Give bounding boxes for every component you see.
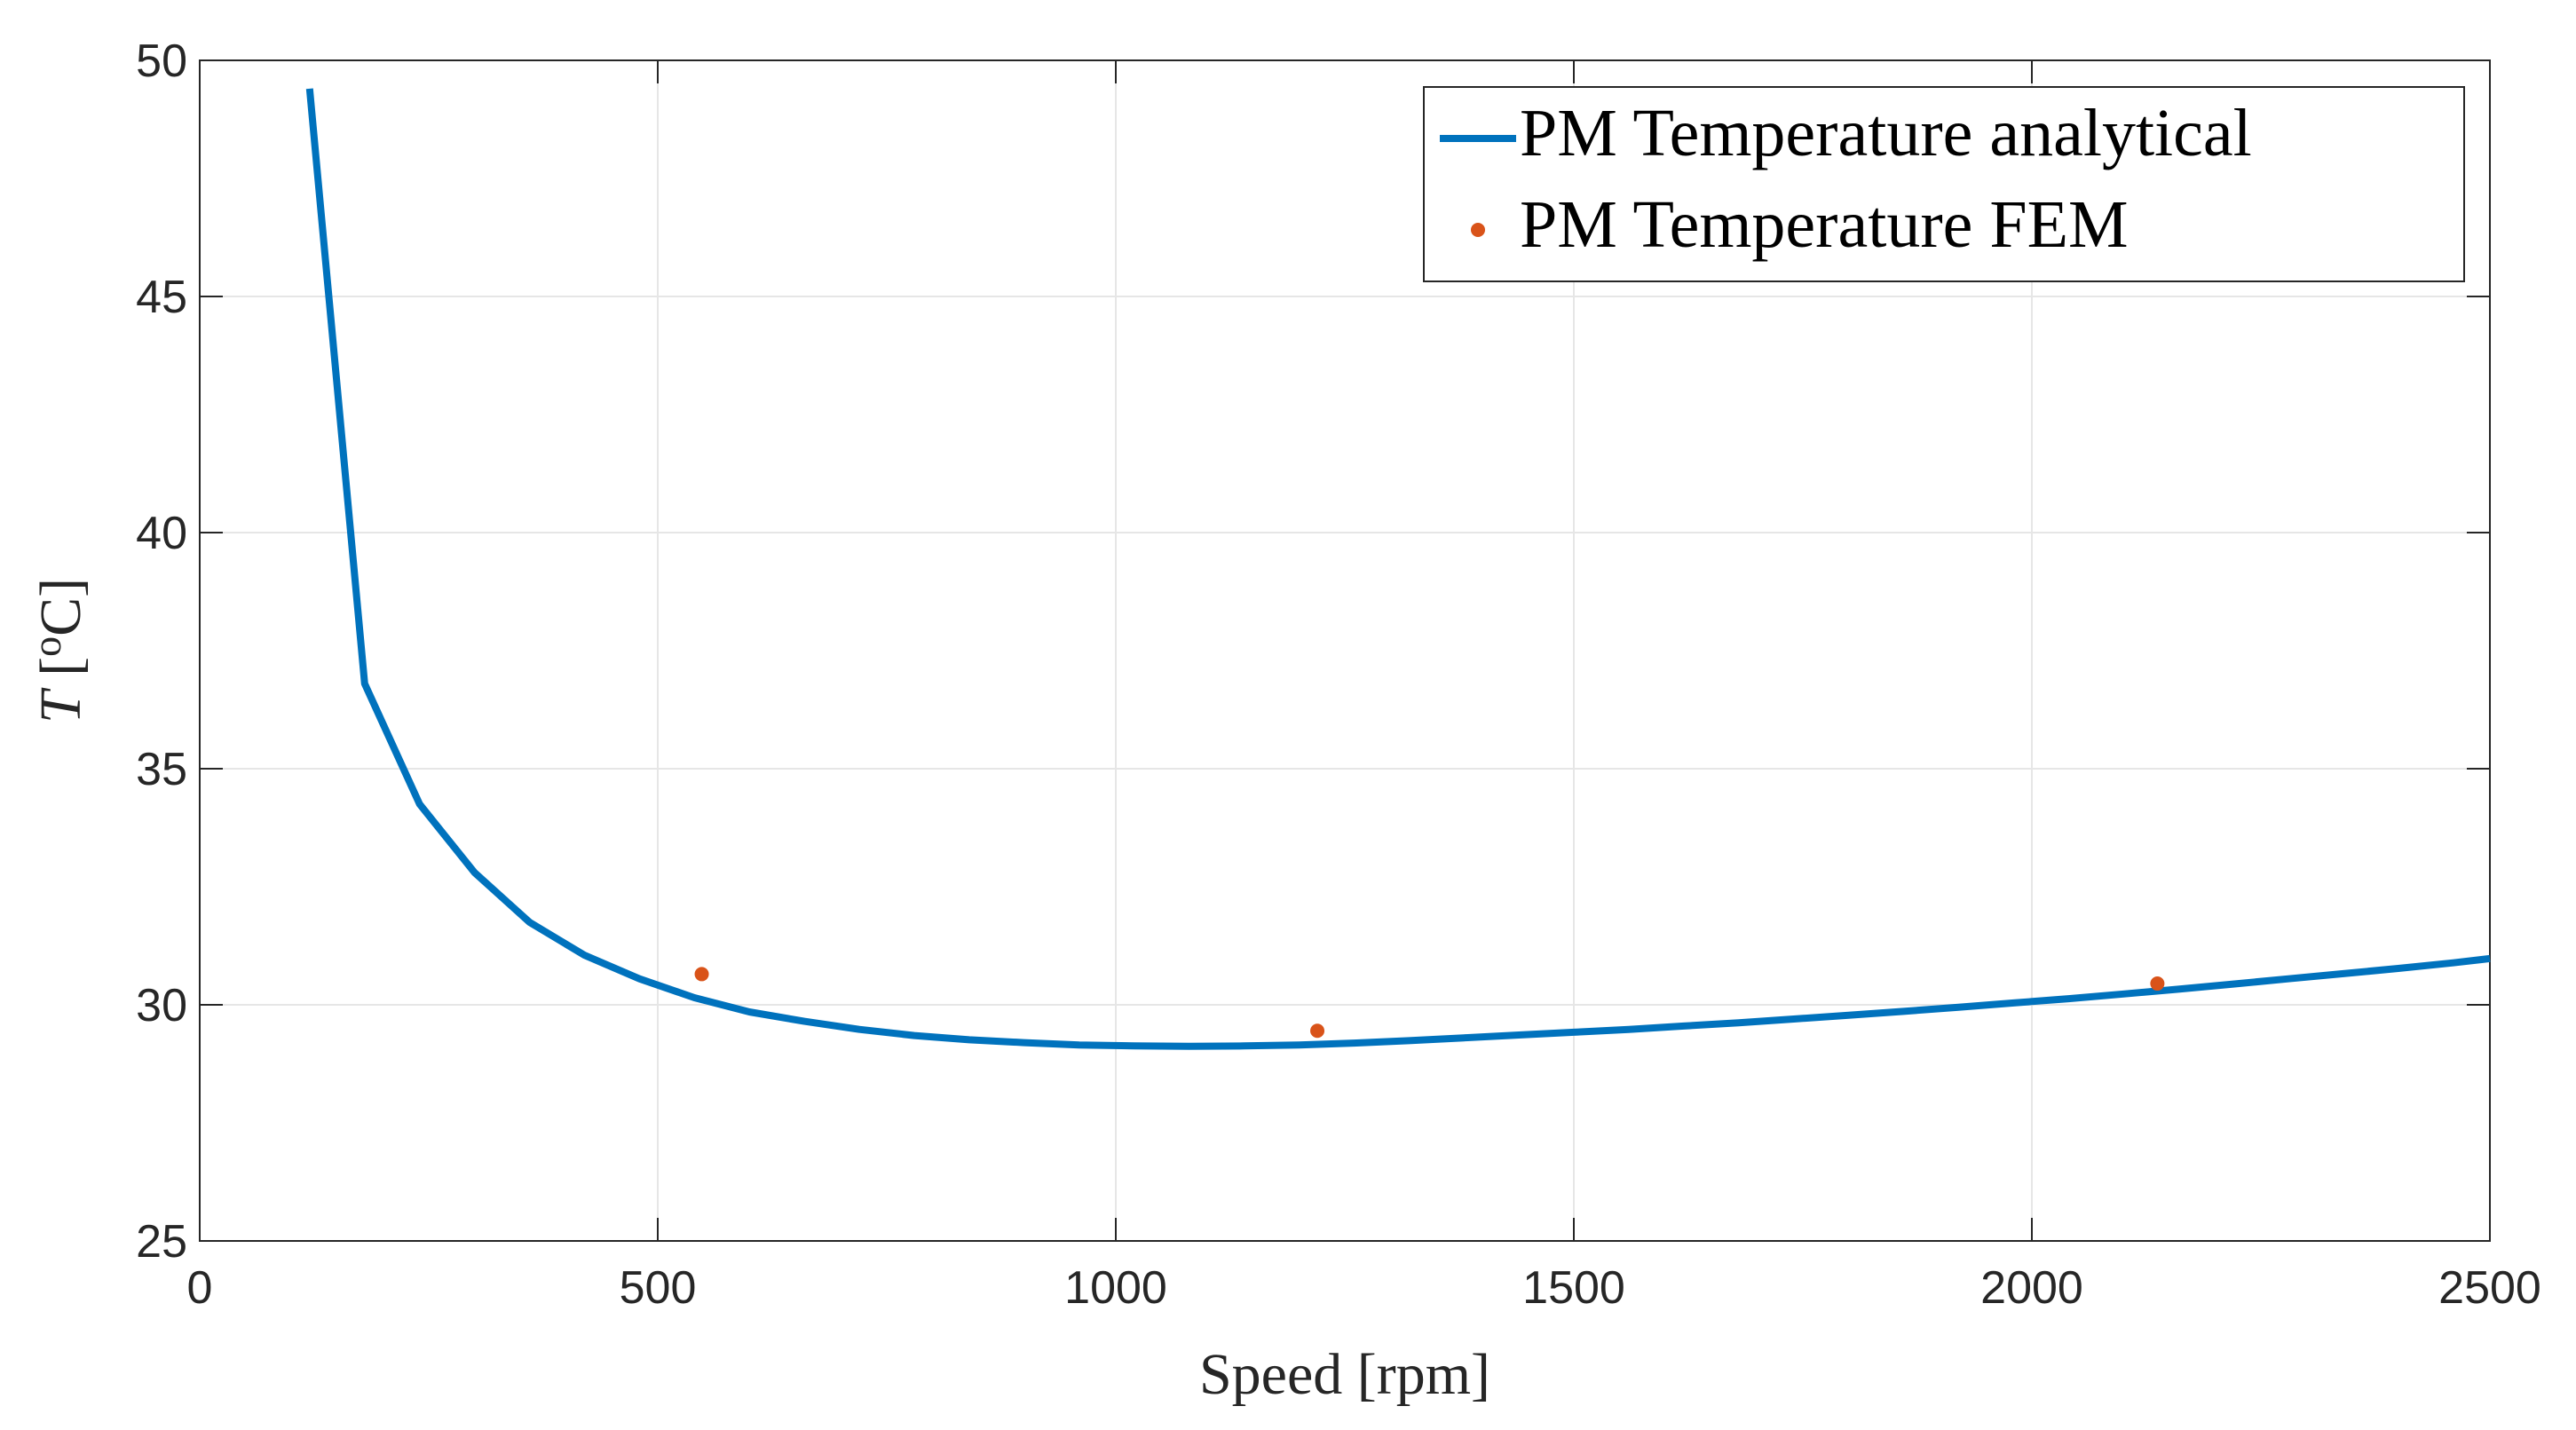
y-tick-label: 45: [136, 272, 187, 323]
x-tick-label: 0: [187, 1262, 213, 1314]
legend-label-analytical: PM Temperature analytical: [1520, 96, 2252, 170]
y-axis-label-symbol: T: [28, 687, 93, 723]
y-tick-label: 50: [136, 36, 187, 87]
y-tick-label: 25: [136, 1216, 187, 1268]
x-tick-label: 2000: [1980, 1262, 2083, 1314]
y-axis-label-open: [: [28, 657, 93, 691]
legend-dot-marker: [1471, 223, 1485, 237]
plot-frame: [199, 59, 2491, 1242]
x-tick-labels: 0 500 1000 1500 2000 2500: [187, 1262, 2541, 1314]
ticks: [199, 59, 2491, 1242]
series-layer: [305, 88, 2491, 1050]
legend-label-fem: PM Temperature FEM: [1520, 187, 2129, 262]
y-tick-label: 35: [136, 744, 187, 795]
y-tick-label: 40: [136, 508, 187, 559]
y-axis-label: T [oC]: [24, 578, 93, 723]
x-tick-label: 2500: [2438, 1262, 2541, 1314]
legend-box: [1423, 86, 2465, 282]
x-tick-label: 500: [620, 1262, 697, 1314]
fem-temperature-point: [2150, 976, 2165, 992]
x-tick-label: 1500: [1522, 1262, 1625, 1314]
x-tick-label: 1000: [1064, 1262, 1167, 1314]
x-axis-label: Speed [rpm]: [1199, 1342, 1490, 1407]
y-axis-label-sup: o: [24, 636, 69, 657]
y-tick-labels: 25 30 35 40 45 50: [136, 36, 187, 1268]
y-axis-label-unit: C]: [28, 578, 93, 636]
fem-temperature-point: [1310, 1023, 1325, 1039]
fem-temperature-point: [694, 967, 709, 982]
analytical-temperature-line: [305, 88, 2491, 1050]
legend: PM Temperature analytical PM Temperature…: [1423, 86, 2465, 282]
y-tick-label: 30: [136, 980, 187, 1031]
